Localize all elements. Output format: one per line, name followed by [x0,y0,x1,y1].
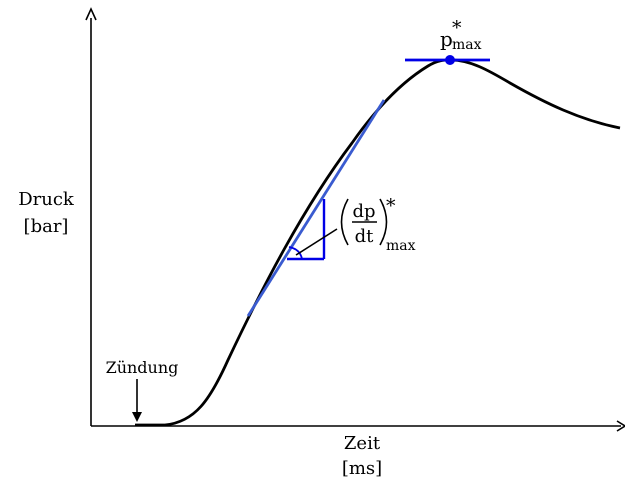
slope-label-denominator: dt [355,226,375,247]
y-axis-label-line1: Druck [18,189,75,210]
slope-label: dp dt * max [340,195,416,254]
x-axis-label-line1: Zeit [344,433,381,454]
peak-label: p * max [440,17,482,53]
peak-label-sup: * [452,17,462,39]
slope-label-numerator: dp [352,201,375,222]
x-axis-label-line2: [ms] [342,458,382,479]
ignition-label: Zündung [106,358,179,377]
slope-label-sub: max [386,238,416,254]
peak-label-base: p [440,27,453,51]
pressure-curve [135,58,621,427]
tangent-line [246,99,386,317]
slope-label-sup: * [386,195,396,217]
peak-point [445,55,455,65]
y-axis-label-line2: [bar] [24,216,69,237]
slope-pointer-line [295,228,338,256]
x-axis-arrow-icon [616,420,625,432]
y-axis-arrow-icon [85,7,97,21]
slope-label-right-paren [379,198,388,246]
slope-label-left-paren [340,198,349,246]
peak-label-sub: max [452,37,482,53]
slope-angle-arc [288,246,303,260]
